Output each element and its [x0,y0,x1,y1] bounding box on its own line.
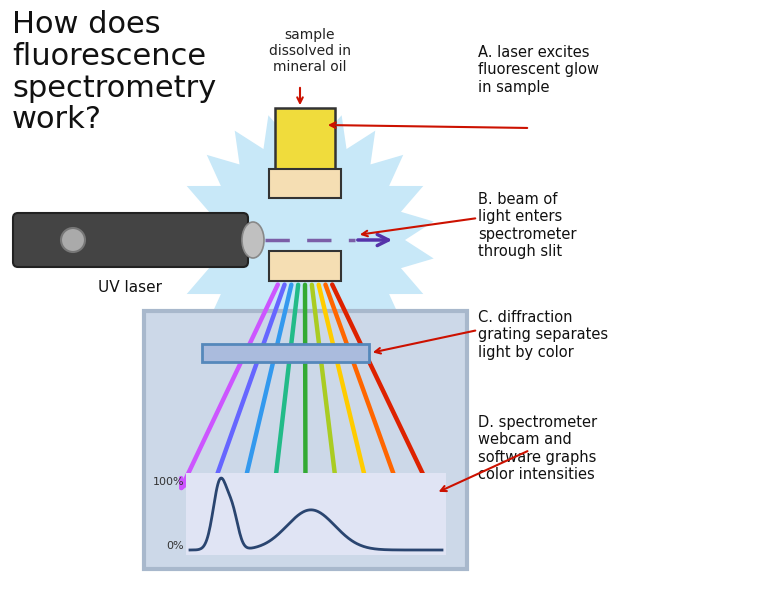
Ellipse shape [61,228,85,252]
FancyBboxPatch shape [202,344,369,362]
Text: C. diffraction
grating separates
light by color: C. diffraction grating separates light b… [478,310,608,360]
Text: 100%: 100% [153,477,184,487]
Text: A. laser excites
fluorescent glow
in sample: A. laser excites fluorescent glow in sam… [478,45,599,95]
Text: 0%: 0% [166,541,184,551]
Text: sample
dissolved in
mineral oil: sample dissolved in mineral oil [269,28,351,74]
FancyBboxPatch shape [269,169,341,198]
FancyBboxPatch shape [186,473,446,555]
Polygon shape [176,110,433,370]
FancyBboxPatch shape [13,213,248,267]
FancyBboxPatch shape [275,108,335,170]
FancyBboxPatch shape [269,251,341,281]
Text: B. beam of
light enters
spectrometer
through slit: B. beam of light enters spectrometer thr… [478,192,577,259]
Ellipse shape [242,222,264,258]
Text: UV laser: UV laser [98,280,163,295]
Text: How does
fluorescence
spectrometry
work?: How does fluorescence spectrometry work? [12,10,216,134]
Text: D. spectrometer
webcam and
software graphs
color intensities: D. spectrometer webcam and software grap… [478,415,597,482]
FancyBboxPatch shape [144,311,467,569]
